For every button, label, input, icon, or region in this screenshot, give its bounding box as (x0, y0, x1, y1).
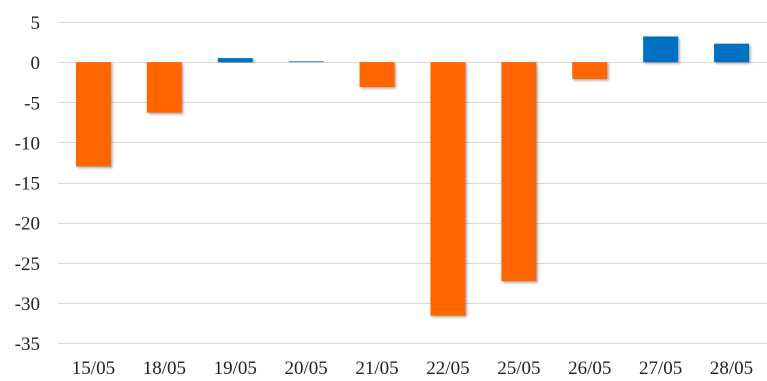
bar-21-05 (359, 62, 395, 88)
bar-27-05 (643, 36, 679, 63)
bars (75, 36, 750, 316)
bar-15-05 (75, 62, 111, 167)
x-tick-label: 28/05 (710, 358, 753, 379)
bar-26-05 (572, 62, 608, 79)
y-tick-label: -35 (15, 334, 40, 355)
x-tick-label: 22/05 (426, 358, 469, 379)
y-tick-label: -25 (15, 254, 40, 275)
x-tick-label: 25/05 (497, 358, 540, 379)
bar-20-05 (288, 61, 324, 63)
y-tick-label: 5 (31, 13, 41, 34)
y-tick-label: -15 (15, 174, 40, 195)
x-tick-label: 15/05 (72, 358, 115, 379)
x-tick-label: 26/05 (568, 358, 611, 379)
y-axis-tick-labels: 5 0 -5 -10 -15 -20 -25 -30 -35 (15, 13, 40, 355)
bar-22-05 (430, 62, 466, 316)
bar-18-05 (146, 62, 182, 113)
x-tick-label: 19/05 (214, 358, 257, 379)
y-tick-label: -20 (15, 214, 40, 235)
y-tick-label: -30 (15, 294, 40, 315)
bar-28-05 (714, 43, 750, 63)
y-tick-label: 0 (31, 53, 41, 74)
x-tick-label: 21/05 (355, 358, 398, 379)
x-tick-label: 20/05 (285, 358, 328, 379)
y-tick-label: -5 (24, 93, 40, 114)
x-tick-label: 27/05 (639, 358, 682, 379)
x-axis-tick-labels: 15/05 18/05 19/05 20/05 21/05 22/05 25/05 26/05… (72, 358, 753, 379)
bar-25-05 (501, 62, 537, 282)
x-tick-label: 18/05 (143, 358, 186, 379)
y-tick-label: -10 (15, 133, 40, 154)
bar-19-05 (217, 58, 253, 63)
